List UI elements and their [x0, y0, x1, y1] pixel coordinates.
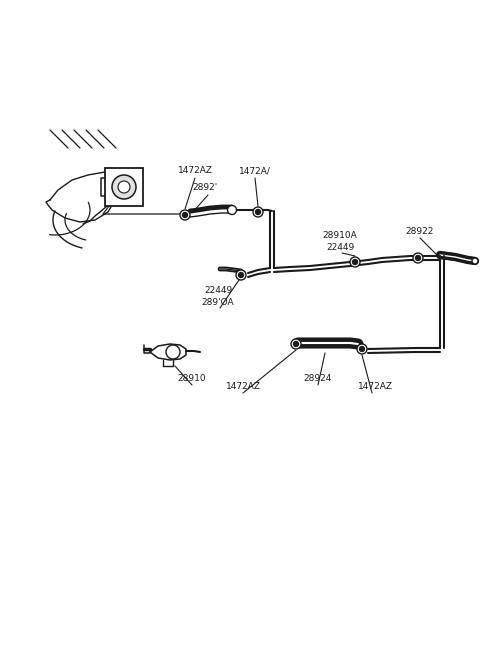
Circle shape — [352, 260, 358, 265]
Bar — [105, 168, 143, 206]
Text: 22449: 22449 — [204, 286, 232, 295]
Text: 28924: 28924 — [304, 374, 332, 383]
Circle shape — [239, 273, 243, 277]
Circle shape — [357, 344, 367, 354]
Text: 28922: 28922 — [406, 227, 434, 236]
Circle shape — [112, 175, 136, 199]
Text: 28910: 28910 — [178, 374, 206, 383]
Text: 1472AZ: 1472AZ — [358, 382, 393, 391]
Text: 22449: 22449 — [326, 243, 354, 252]
Text: 2892': 2892' — [192, 183, 217, 192]
Circle shape — [253, 207, 263, 217]
Circle shape — [255, 210, 261, 214]
Circle shape — [291, 339, 301, 349]
Circle shape — [472, 258, 478, 264]
Circle shape — [293, 342, 299, 346]
Circle shape — [416, 256, 420, 260]
Circle shape — [236, 270, 246, 280]
Circle shape — [182, 212, 188, 217]
Circle shape — [180, 210, 190, 220]
Text: 1472A/: 1472A/ — [239, 166, 271, 175]
Circle shape — [228, 206, 237, 214]
Circle shape — [166, 345, 180, 359]
Text: 1472AZ: 1472AZ — [226, 382, 261, 391]
Circle shape — [350, 257, 360, 267]
Circle shape — [118, 181, 130, 193]
Text: 289'OA: 289'OA — [202, 298, 234, 307]
Circle shape — [360, 346, 364, 351]
Circle shape — [413, 253, 423, 263]
Text: 28910A: 28910A — [323, 231, 358, 240]
Text: 1472AZ: 1472AZ — [178, 166, 213, 175]
